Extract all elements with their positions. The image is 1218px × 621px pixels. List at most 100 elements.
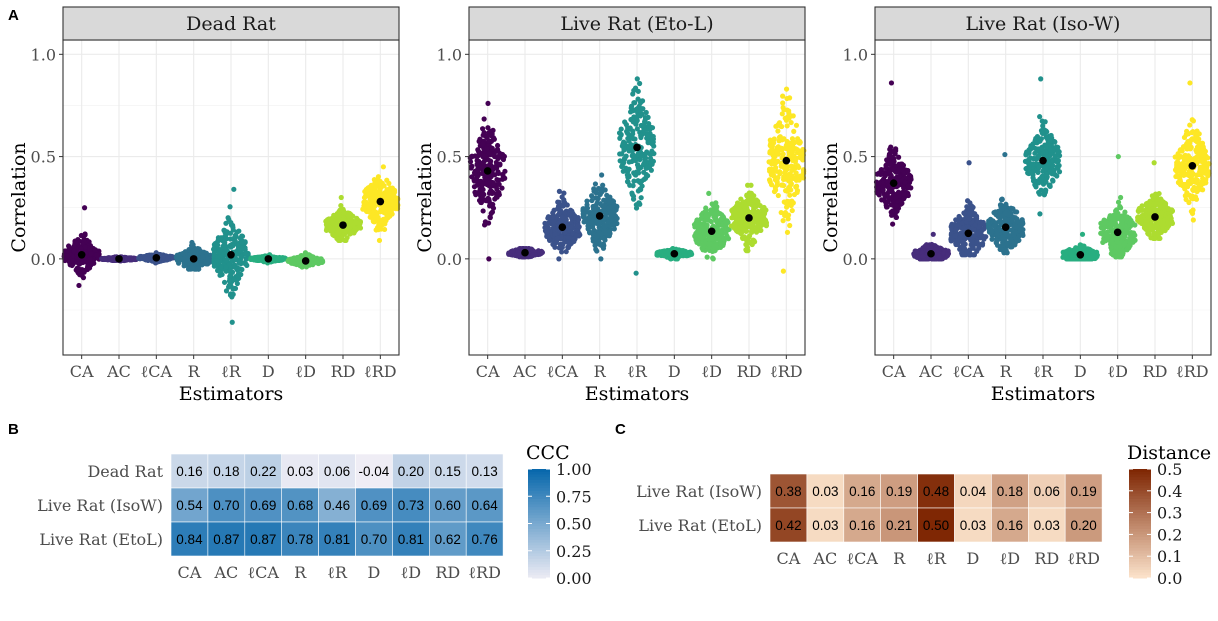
data-point [976, 230, 982, 236]
data-point [793, 155, 800, 161]
data-point [488, 210, 494, 217]
data-point [630, 119, 636, 125]
data-point [626, 174, 632, 180]
mean-point [782, 156, 791, 165]
data-point [964, 198, 971, 204]
data-point [896, 173, 903, 179]
data-point [335, 218, 342, 224]
data-point [645, 173, 651, 179]
data-point [491, 181, 497, 187]
data-point [617, 158, 623, 164]
data-point [377, 178, 383, 184]
data-point [598, 189, 604, 195]
data-point [645, 133, 651, 139]
data-point [478, 199, 484, 206]
data-point [880, 187, 886, 193]
data-point [960, 239, 966, 245]
data-point [482, 153, 488, 159]
data-point [556, 188, 563, 194]
data-point [543, 225, 549, 231]
data-point [343, 237, 349, 244]
data-point [786, 108, 792, 114]
data-point [392, 189, 398, 195]
x-tick-label: ℓR [221, 362, 242, 381]
data-point [737, 201, 744, 208]
data-point [884, 204, 890, 210]
data-point [876, 180, 883, 186]
x-tick-label: ℓRD [770, 362, 803, 381]
data-point [496, 181, 502, 187]
data-point [471, 177, 477, 183]
data-point [128, 255, 134, 261]
data-point [893, 195, 899, 201]
data-point [759, 212, 765, 218]
facet-strip [62, 6, 400, 41]
mean-point [301, 257, 310, 265]
data-point [783, 86, 790, 92]
data-point [551, 218, 557, 225]
data-point [480, 187, 486, 193]
data-point [720, 241, 726, 247]
x-tick-label: ℓR [627, 362, 648, 381]
data-point [789, 207, 795, 214]
data-point [189, 264, 195, 271]
data-point [775, 175, 781, 181]
data-point [888, 154, 895, 160]
data-point [386, 198, 392, 205]
data-point [319, 257, 325, 264]
data-point [71, 248, 77, 254]
x-tick-label: R [188, 362, 201, 381]
data-point [887, 169, 893, 175]
data-point [620, 168, 626, 174]
data-point [635, 88, 641, 94]
data-point [227, 204, 233, 210]
data-point [568, 223, 574, 230]
mean-point [376, 197, 385, 206]
data-point [485, 195, 491, 201]
data-point [230, 286, 236, 292]
data-point [696, 227, 702, 233]
data-point [779, 137, 785, 143]
data-point [363, 199, 369, 205]
data-point [600, 182, 606, 188]
data-point [485, 125, 491, 131]
data-point [494, 146, 501, 152]
data-point [771, 188, 778, 195]
data-point [626, 159, 632, 165]
data-point [545, 215, 551, 221]
data-point [356, 219, 362, 226]
data-point [338, 194, 344, 201]
data-point [349, 230, 355, 236]
data-point [584, 198, 590, 204]
data-point [584, 209, 590, 215]
data-point [494, 194, 500, 200]
data-point [544, 233, 550, 239]
y-tick-label: 1.0 [31, 45, 56, 64]
x-tick-label: ℓCA [141, 362, 173, 381]
data-point [221, 227, 227, 233]
data-point [480, 181, 486, 187]
data-point [560, 214, 566, 220]
data-point [571, 238, 577, 244]
data-point [980, 219, 986, 226]
data-point [279, 255, 285, 262]
data-point [589, 193, 595, 199]
data-point [695, 217, 701, 223]
data-point [645, 140, 651, 146]
data-point [635, 162, 641, 168]
data-point [638, 195, 644, 201]
mean-point [595, 212, 604, 220]
x-tick-label: CA [476, 362, 500, 381]
data-point [575, 222, 581, 229]
data-point [575, 216, 582, 223]
data-point [389, 185, 395, 191]
data-point [335, 230, 342, 236]
data-point [902, 179, 908, 185]
x-tick-label: AC [512, 362, 537, 381]
data-point [491, 151, 497, 157]
data-point [626, 166, 632, 172]
data-point [801, 148, 807, 154]
data-point [486, 190, 493, 196]
data-point [387, 206, 394, 212]
data-point [630, 193, 637, 199]
